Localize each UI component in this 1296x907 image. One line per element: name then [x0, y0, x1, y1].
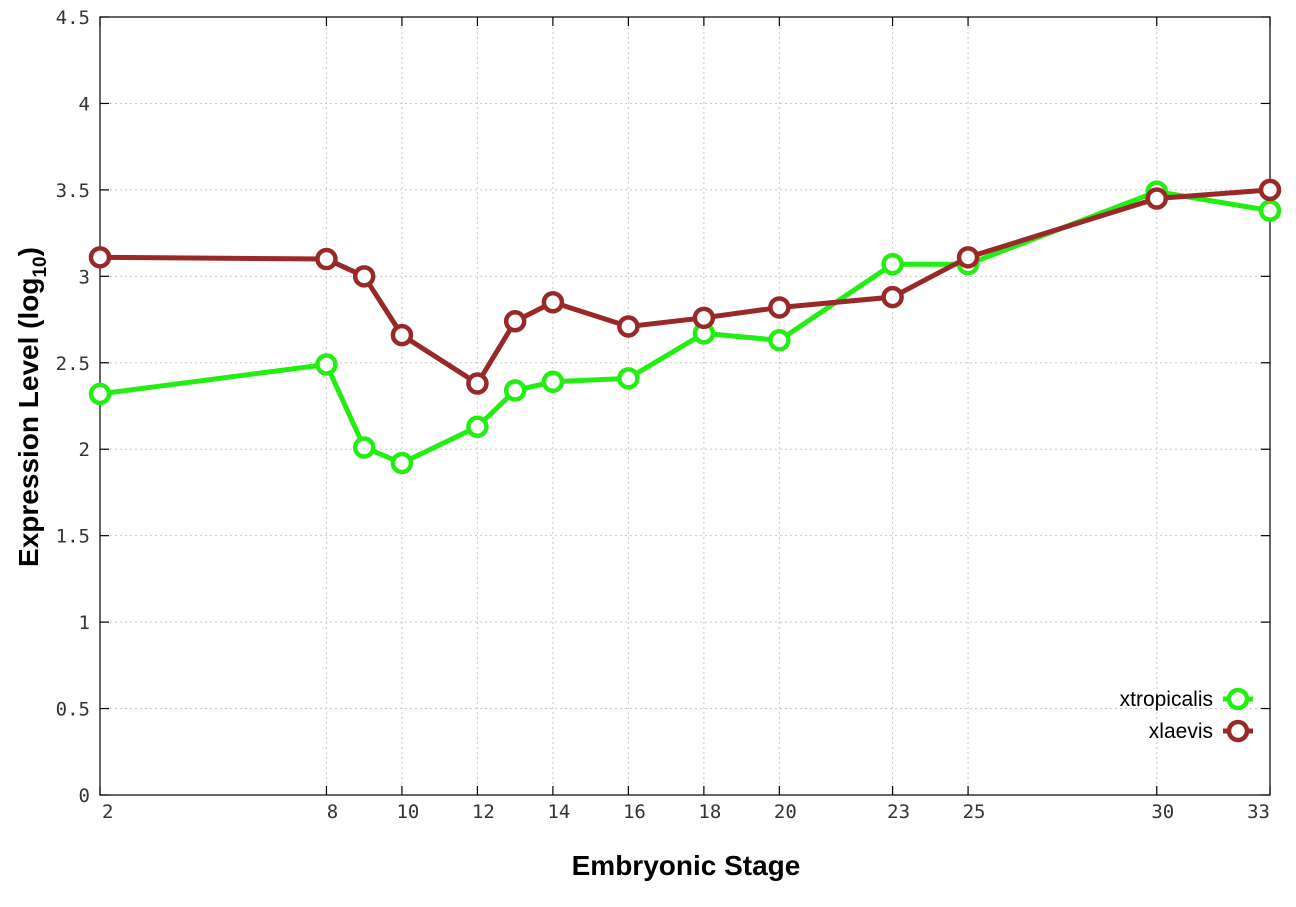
data-point — [1145, 187, 1169, 210]
data-point — [88, 246, 112, 269]
y-axis-title-subscript: 10 — [30, 256, 51, 277]
x-tick-label: 10 — [396, 801, 419, 823]
x-tick-label: 30 — [1151, 801, 1174, 823]
data-point — [692, 306, 716, 330]
y-axis-title-close: ) — [13, 247, 44, 256]
y-tick-label: 4.5 — [56, 7, 90, 29]
x-tick-label: 8 — [327, 801, 338, 823]
y-tick-label: 2.5 — [56, 353, 90, 375]
x-tick-label: 25 — [963, 801, 986, 823]
legend: xtropicalis xlaevis — [1120, 687, 1253, 743]
data-point — [956, 246, 980, 269]
y-tick-label: 0.5 — [56, 699, 90, 721]
legend-marker — [1226, 719, 1250, 743]
y-tick-labels: 0 0.5 1 1.5 2 2.5 3 3.5 4 4.5 — [56, 7, 90, 807]
x-tick-label: 14 — [547, 801, 570, 823]
y-tick-label: 3.5 — [56, 180, 90, 202]
data-point — [390, 451, 414, 475]
series-line — [99, 187, 1271, 387]
plot-frame — [99, 16, 1271, 796]
legend-label: xlaevis — [1149, 720, 1213, 743]
series-line — [99, 189, 1271, 466]
series-xtropicalis — [88, 180, 1282, 475]
y-tick-label: 0 — [79, 785, 90, 807]
y-tick-label: 1 — [79, 612, 90, 634]
data-point — [315, 247, 338, 271]
data-point — [352, 265, 376, 288]
legend-item: xtropicalis — [1120, 687, 1253, 711]
y-axis-title: Expression Level (log10) — [13, 247, 51, 567]
x-axis-title: Embryonic Stage — [572, 850, 801, 881]
grid-lines — [100, 17, 1270, 795]
axis-ticks — [99, 16, 1271, 796]
series-layer — [88, 178, 1282, 475]
y-tick-label: 3 — [79, 266, 90, 288]
data-point — [503, 379, 527, 402]
series-xlaevis — [88, 178, 1282, 395]
data-point — [315, 353, 338, 376]
y-tick-label: 1.5 — [56, 526, 90, 548]
data-point — [541, 370, 565, 394]
x-tick-label: 20 — [774, 801, 797, 823]
data-point — [768, 296, 791, 319]
x-tick-label: 12 — [472, 801, 495, 823]
data-point — [1258, 199, 1282, 222]
data-point — [768, 329, 791, 352]
x-tick-label: 18 — [698, 801, 721, 823]
data-point — [466, 372, 489, 395]
legend-item: xlaevis — [1149, 719, 1253, 743]
data-point — [617, 367, 640, 390]
data-point — [617, 315, 640, 338]
data-point — [1258, 178, 1282, 202]
data-point — [503, 310, 527, 333]
x-tick-label: 23 — [887, 801, 910, 823]
data-point — [881, 252, 904, 276]
x-tick-label: 2 — [102, 801, 113, 823]
x-tick-labels: 2 8 10 12 14 16 18 20 23 25 30 33 — [102, 801, 1270, 823]
data-point — [541, 291, 565, 314]
x-tick-label: 16 — [623, 801, 646, 823]
x-tick-label: 33 — [1247, 801, 1270, 823]
data-point — [466, 415, 489, 438]
legend-label: xtropicalis — [1120, 688, 1213, 711]
legend-marker — [1226, 687, 1250, 711]
y-axis-title-main: Expression Level (log — [13, 278, 44, 567]
data-point — [881, 285, 904, 309]
data-point — [352, 436, 376, 459]
data-point — [390, 323, 414, 347]
data-point — [88, 382, 112, 406]
y-tick-label: 2 — [79, 439, 90, 461]
y-tick-label: 4 — [79, 93, 90, 115]
